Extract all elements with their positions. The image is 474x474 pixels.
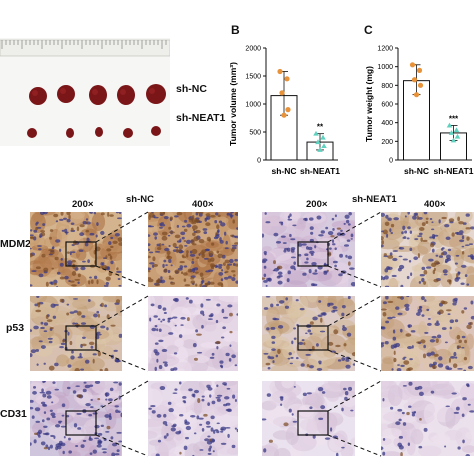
panel-letter-b: B [231,23,240,37]
ihc-row-label-p53: p53 [6,322,25,334]
significance-mark: ** [317,123,324,132]
y-tick-label: 1500 [245,74,261,81]
x-tick-label: sh-NC [271,166,296,176]
tumor-weight-chart: 0 200 400 600 800 1000 1200 Tumor weight (mg) sh… [364,46,474,177]
y-tick-label: 200 [381,139,393,146]
micrograph-cd31-sh-nc-400x [148,381,238,456]
significance-mark: *** [449,114,459,123]
ihc-mag-low-right: 200× [306,199,328,210]
group-label-sh-nc: sh-NC [176,83,207,95]
micrograph-p53-sh-nc-200x [30,296,122,371]
micrograph-cd31-sh-nc-200x [30,381,122,456]
y-tick-label: 0 [257,158,261,165]
zoom-box [65,325,97,351]
data-point [279,90,285,96]
y-axis-label: Tumor weight (mg) [364,66,374,142]
ihc-row-label-mdm2: MDM2 [0,238,31,250]
data-point [446,122,453,128]
data-point [313,130,319,136]
ihc-mag-high-left: 400× [192,199,214,210]
data-point [409,62,416,68]
data-point [454,133,461,139]
data-point [450,137,457,143]
zoom-box [65,241,97,267]
data-point [317,147,323,152]
zoom-box [297,410,329,436]
tumor-volume-chart: 0 500 1000 1500 2000 Tumor volume (mm³) sh-NC *… [228,46,340,177]
x-tick-label: sh-NC [404,166,429,176]
ihc-row-label-cd31: CD31 [0,408,27,420]
panel-letter-c: C [364,23,373,37]
y-tick-label: 1200 [377,46,393,53]
zoom-box [65,410,97,436]
micrograph-cd31-sh-neat1-400x [381,381,474,456]
micrograph-cd31-sh-neat1-200x [262,381,355,456]
y-axis-label: Tumor volume (mm³) [228,62,238,146]
x-tick-label: sh-NEAT1 [300,166,340,176]
zoom-box [297,325,329,351]
y-tick-label: 2000 [245,46,261,53]
y-tick-label: 0 [389,158,393,165]
ihc-mag-low-left: 200× [72,199,94,210]
data-point [417,82,424,88]
ihc-mag-high-right: 400× [424,199,446,210]
ihc-group-left: sh-NC [126,194,154,205]
tumor-photo [0,38,171,146]
y-tick-label: 600 [381,102,393,109]
micrograph-p53-sh-nc-400x [148,296,238,371]
micrograph-mdm2-sh-neat1-400x [381,212,474,287]
y-tick-label: 500 [249,130,261,137]
x-tick-label: sh-NEAT1 [434,166,474,176]
data-point [413,92,420,98]
data-point [448,130,455,135]
data-point [315,139,321,145]
micrograph-p53-sh-neat1-400x [381,296,474,371]
data-point [284,76,290,82]
tumor-photo-svg [0,39,171,138]
micrograph-p53-sh-neat1-200x [262,296,355,371]
y-tick-label: 1000 [377,64,393,71]
group-label-sh-neat1: sh-NEAT1 [176,112,226,124]
ihc-group-right: sh-NEAT1 [352,194,397,205]
data-point [453,127,460,133]
micrograph-mdm2-sh-nc-200x [30,212,122,287]
y-tick-label: 800 [381,83,393,90]
micrograph-mdm2-sh-neat1-200x [262,212,355,287]
data-point [411,77,418,83]
data-point [285,107,291,113]
data-point [320,134,326,140]
y-tick-label: 1000 [245,102,261,109]
micrograph-mdm2-sh-nc-400x [148,212,238,287]
data-point [277,68,283,75]
data-point [321,143,327,148]
y-tick-label: 400 [381,120,393,127]
zoom-box [297,241,329,267]
data-point [281,112,287,118]
data-point [416,67,423,73]
